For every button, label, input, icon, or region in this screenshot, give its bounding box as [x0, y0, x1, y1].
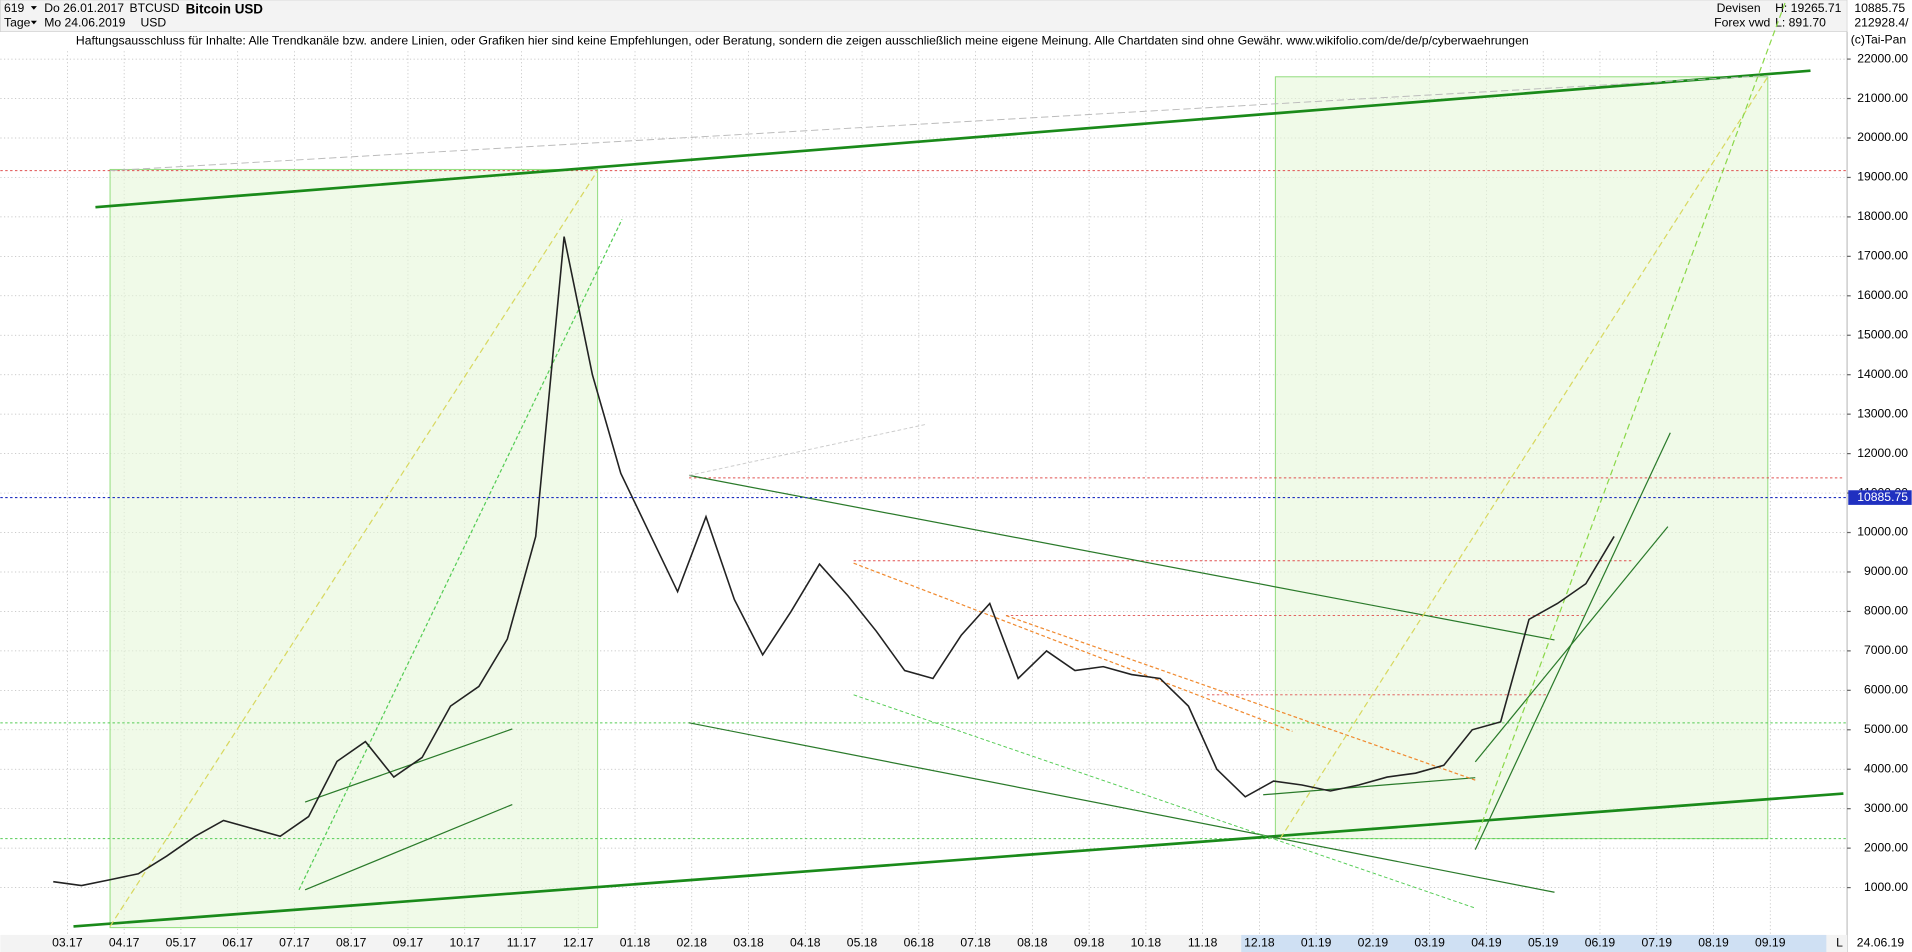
trendline [1263, 777, 1476, 796]
x-tick-label: 05.18 [847, 936, 878, 950]
y-tick-label: 6000.00 [1864, 683, 1908, 697]
y-tick-label: 7000.00 [1864, 643, 1908, 657]
high: H: 19265.71 [1775, 1, 1842, 15]
x-tick-label: 10.18 [1131, 936, 1162, 950]
last-price: 10885.75 [1854, 1, 1905, 15]
x-tick-label: 12.17 [563, 936, 594, 950]
scale-mode[interactable]: L [1836, 936, 1843, 950]
x-tick-label: 07.17 [279, 936, 310, 950]
period[interactable]: Tage [4, 15, 31, 29]
x-tick-label: 12.18 [1244, 936, 1275, 950]
trendline [1474, 526, 1669, 763]
x-tick-label: 08.19 [1698, 936, 1729, 950]
y-tick-label: 8000.00 [1864, 604, 1908, 618]
y-tick-label: 18000.00 [1857, 209, 1908, 223]
y-tick-label: 17000.00 [1857, 249, 1908, 263]
trendline [1005, 614, 1476, 781]
dropdown[interactable] [30, 6, 37, 10]
x-tick-label: 01.18 [620, 936, 651, 950]
x-tick-label: 08.18 [1017, 936, 1048, 950]
trendline [853, 562, 1293, 732]
x-tick-label: 02.19 [1358, 936, 1389, 950]
y-tick-label: 10000.00 [1857, 525, 1908, 539]
projection [1279, 76, 1769, 839]
end-date: 24.06.19 [1857, 936, 1905, 950]
x-tick-label: 03.18 [733, 936, 764, 950]
low: L: 891.70 [1775, 15, 1826, 29]
y-tick-label: 15000.00 [1857, 327, 1908, 341]
trendline [1474, 432, 1671, 850]
disclaimer: Haftungsausschluss für Inhalte: Alle Tre… [76, 34, 1529, 48]
y-tick-label: 19000.00 [1857, 170, 1908, 184]
trendline [304, 728, 513, 803]
x-tick-label: 05.19 [1528, 936, 1559, 950]
trendline [688, 474, 1555, 641]
trendline [73, 792, 1844, 928]
to-date: Mo 24.06.2019 [44, 15, 125, 29]
price-line [53, 236, 1615, 887]
x-tick-label: 09.17 [393, 936, 424, 950]
y-tick-label: 12000.00 [1857, 446, 1908, 460]
currency: USD [141, 15, 167, 29]
zone [1274, 76, 1769, 840]
trendline [688, 722, 1555, 893]
source: Forex vwd [1714, 15, 1770, 29]
chart-title: Bitcoin USD [186, 1, 264, 16]
x-tick-label: 06.18 [904, 936, 935, 950]
y-tick-label: 1000.00 [1864, 880, 1908, 894]
symbol: BTCUSD [130, 1, 180, 15]
y-tick-label: 21000.00 [1857, 91, 1908, 105]
x-tick-label: 09.19 [1755, 936, 1786, 950]
x-tick-label: 06.19 [1585, 936, 1616, 950]
copyright: (c)Tai-Pan [1851, 32, 1906, 46]
trendline [95, 69, 1811, 209]
y-tick-label: 14000.00 [1857, 367, 1908, 381]
count[interactable]: 619 [4, 1, 25, 15]
y-tick-label: 3000.00 [1864, 801, 1908, 815]
x-tick-label: 10.17 [449, 936, 480, 950]
y-tick-label: 16000.00 [1857, 288, 1908, 302]
x-tick-label: 03.19 [1414, 936, 1445, 950]
y-tick-label: 20000.00 [1857, 130, 1908, 144]
y-tick-label: 4000.00 [1864, 761, 1908, 775]
dropdown[interactable] [30, 20, 37, 25]
y-tick-label: 5000.00 [1864, 722, 1908, 736]
x-tick-label: 03.17 [52, 936, 83, 950]
x-tick-label: 07.18 [960, 936, 991, 950]
projection [110, 75, 1768, 172]
volume: 212928.4/ [1854, 15, 1909, 29]
x-tick-label: 04.17 [109, 936, 140, 950]
x-tick-label: 04.19 [1471, 936, 1502, 950]
x-tick-label: 01.19 [1301, 936, 1332, 950]
y-tick-label: 2000.00 [1864, 840, 1908, 854]
x-tick-label: 11.18 [1188, 936, 1218, 950]
y-tick-label: 13000.00 [1857, 406, 1908, 420]
header-bar [0, 0, 1848, 32]
last-price-label: 10885.75 [1857, 490, 1908, 504]
x-axis-highlight [1241, 934, 1827, 952]
x-tick-label: 04.18 [790, 936, 821, 950]
market: Devisen [1717, 1, 1761, 15]
from-date: Do 26.01.2017 [44, 1, 124, 15]
trendline [304, 803, 513, 891]
x-tick-label: 08.17 [336, 936, 367, 950]
projection [298, 219, 623, 891]
projection [1474, 0, 1787, 842]
x-tick-label: 11.17 [507, 936, 537, 950]
analysis [0, 0, 1848, 929]
y-tick-label: 22000.00 [1857, 51, 1908, 65]
x-tick-label: 02.18 [677, 936, 708, 950]
x-tick-label: 06.17 [222, 936, 253, 950]
x-tick-label: 07.19 [1641, 936, 1672, 950]
projection [688, 423, 927, 476]
projection [109, 170, 599, 927]
last-price-badge [1848, 490, 1912, 505]
x-tick-label: 09.18 [1074, 936, 1105, 950]
y-tick-label: 9000.00 [1864, 564, 1908, 578]
x-tick-label: 05.17 [166, 936, 197, 950]
